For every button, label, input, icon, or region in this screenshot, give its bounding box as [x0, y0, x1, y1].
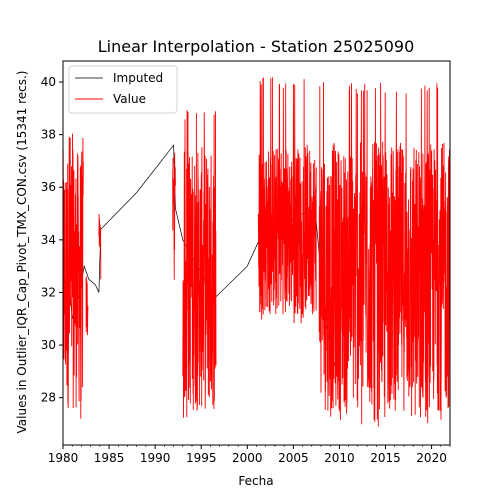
x-axis-label: Fecha: [238, 474, 273, 488]
y-tick-label: 30: [41, 338, 56, 352]
y-tick-label: 34: [41, 233, 56, 247]
x-tick-label: 2005: [278, 451, 309, 465]
x-tick-label: 1990: [140, 451, 171, 465]
y-axis-label: Values in Outlier_IQR_Cap_Pivot_TMX_CON.…: [15, 71, 29, 434]
chart-title: Linear Interpolation - Station 25025090: [98, 37, 415, 56]
x-tick-label: 2020: [416, 451, 447, 465]
legend-label-imputed: Imputed: [113, 71, 163, 85]
x-tick-label: 2000: [232, 451, 263, 465]
legend-label-value: Value: [113, 92, 146, 106]
x-tick-label: 1985: [94, 451, 125, 465]
y-tick-label: 38: [41, 128, 56, 142]
x-tick-label: 2010: [324, 451, 355, 465]
x-tick-label: 2015: [370, 451, 401, 465]
y-tick-label: 36: [41, 180, 56, 194]
x-tick-label: 1980: [48, 451, 79, 465]
value-segment: [86, 277, 88, 336]
y-tick-label: 28: [41, 391, 56, 405]
y-tick-label: 32: [41, 285, 56, 299]
y-tick-label: 40: [41, 75, 56, 89]
plot-area: [63, 61, 450, 445]
legend: Imputed Value: [69, 66, 177, 113]
x-tick-label: 1995: [186, 451, 217, 465]
